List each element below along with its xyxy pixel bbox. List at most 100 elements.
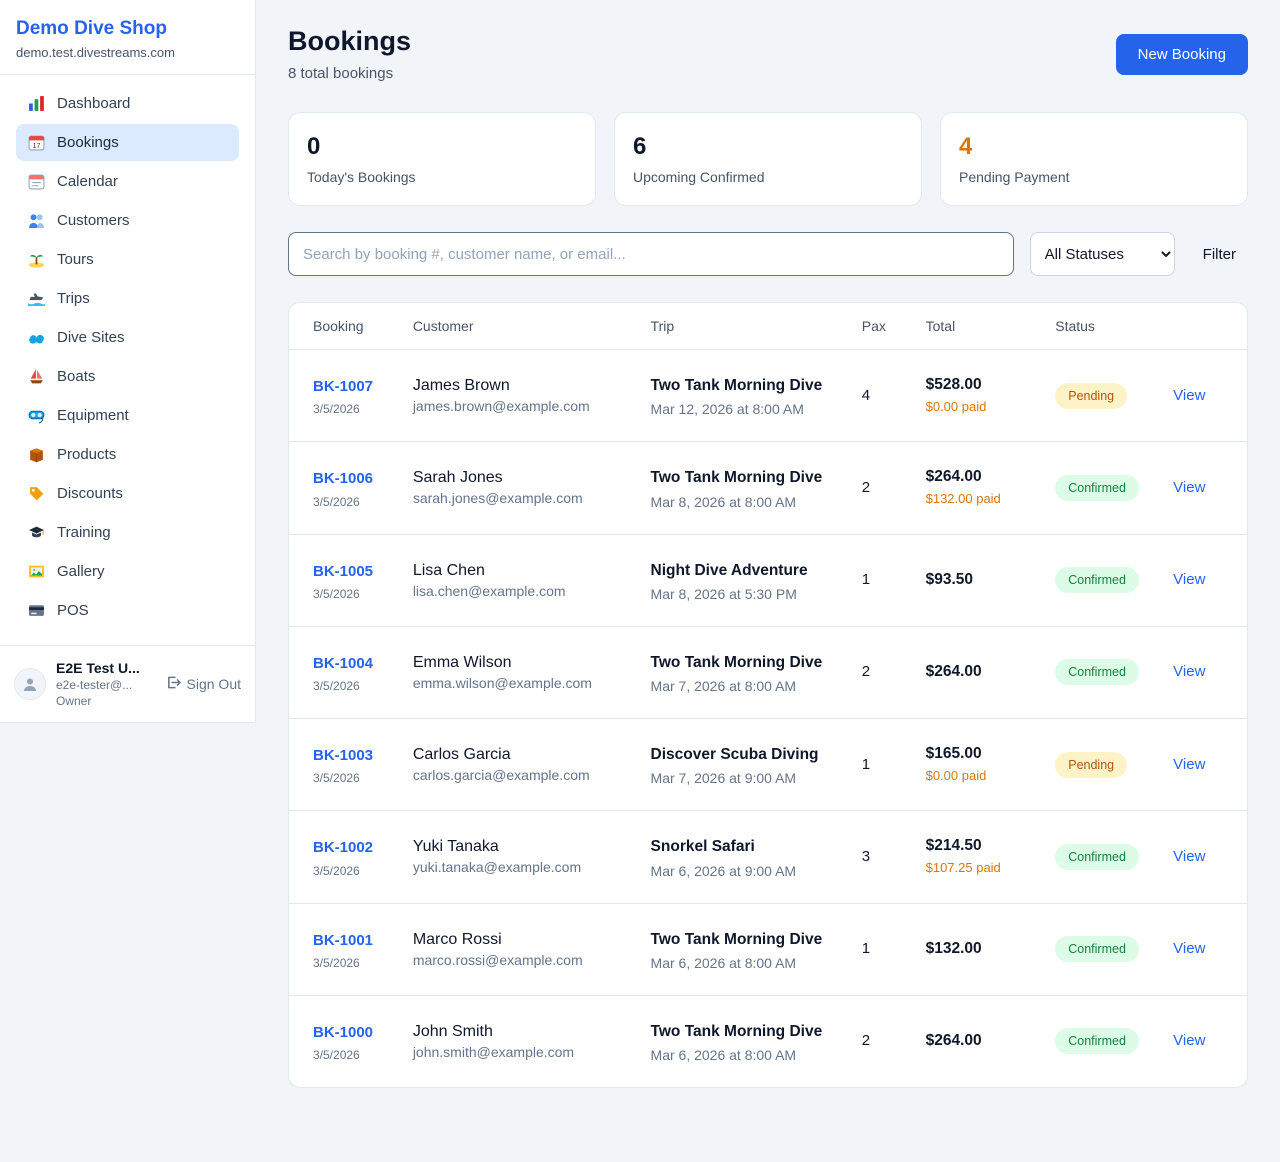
- view-link[interactable]: View: [1173, 940, 1206, 958]
- stat-card: 6 Upcoming Confirmed: [614, 112, 922, 206]
- trip-datetime: Mar 6, 2026 at 8:00 AM: [650, 954, 797, 971]
- trip-datetime: Mar 6, 2026 at 9:00 AM: [650, 862, 797, 879]
- paid-amount: $0.00 paid: [925, 398, 987, 414]
- user-box: E2E Test U... e2e-tester@... Owner Sign …: [0, 645, 255, 722]
- sidebar-item-label: Dive Sites: [57, 329, 125, 346]
- booking-id-link[interactable]: BK-1003: [313, 747, 374, 764]
- sidebar-item-label: Gallery: [57, 563, 105, 580]
- main-content: Bookings 8 total bookings New Booking 0 …: [256, 0, 1280, 1120]
- page-title: Bookings: [288, 26, 412, 56]
- trip-name: Discover Scuba Diving: [650, 746, 819, 763]
- wave-icon: [28, 329, 45, 346]
- sidebar-item-gallery[interactable]: Gallery: [16, 553, 239, 590]
- customer-name: Yuki Tanaka: [412, 838, 499, 856]
- status-badge: Confirmed: [1055, 1028, 1139, 1055]
- credit-card-icon: [28, 602, 45, 619]
- trip-name: Two Tank Morning Dive: [650, 653, 823, 671]
- column-header: Status: [1043, 303, 1162, 350]
- sidebar-item-equipment[interactable]: Equipment: [16, 397, 239, 434]
- booking-id-link[interactable]: BK-1000: [313, 1023, 374, 1041]
- sidebar-item-label: Equipment: [57, 407, 129, 424]
- column-header: [1161, 303, 1247, 350]
- pax-count: 1: [861, 571, 871, 589]
- grad-cap-icon: [28, 524, 45, 541]
- booking-date: 3/5/2026: [313, 771, 360, 786]
- sidebar-item-label: Training: [57, 524, 111, 541]
- view-link[interactable]: View: [1173, 478, 1206, 496]
- sidebar-item-discounts[interactable]: Discounts: [16, 475, 239, 512]
- booking-date: 3/5/2026: [313, 955, 360, 970]
- sidebar-item-calendar[interactable]: Calendar: [16, 163, 239, 200]
- customer-name: Lisa Chen: [412, 561, 485, 579]
- total-amount: $264.00: [925, 467, 982, 485]
- view-link[interactable]: View: [1173, 571, 1206, 589]
- filter-button[interactable]: Filter: [1191, 238, 1248, 271]
- total-amount: $214.50: [925, 836, 982, 854]
- customer-email: john.smith@example.com: [412, 1043, 575, 1060]
- view-link[interactable]: View: [1173, 847, 1206, 865]
- pax-count: 2: [861, 1032, 871, 1050]
- sidebar-nav: Dashboard 17 Bookings Calendar Customers…: [0, 75, 255, 637]
- pax-count: 1: [861, 940, 871, 958]
- total-amount: $528.00: [925, 375, 982, 393]
- pax-count: 1: [861, 755, 871, 773]
- sidebar-item-bookings[interactable]: 17 Bookings: [16, 124, 239, 161]
- booking-id-link[interactable]: BK-1001: [313, 931, 374, 949]
- booking-id-link[interactable]: BK-1006: [313, 470, 374, 488]
- sidebar-item-label: Products: [57, 446, 117, 463]
- stats-row: 0 Today's Bookings 6 Upcoming Confirmed …: [288, 112, 1248, 206]
- brand: Demo Dive Shop demo.test.divestreams.com: [0, 0, 255, 75]
- status-badge: Pending: [1055, 382, 1128, 409]
- sidebar-item-pos[interactable]: POS: [16, 592, 239, 629]
- booking-id-link[interactable]: BK-1002: [313, 839, 374, 857]
- trip-datetime: Mar 7, 2026 at 8:00 AM: [650, 678, 797, 694]
- customer-name: Emma Wilson: [412, 653, 512, 671]
- customer-name: Marco Rossi: [412, 930, 502, 948]
- booking-id-link[interactable]: BK-1007: [313, 378, 374, 395]
- search-input[interactable]: [288, 232, 1014, 276]
- sidebar-item-training[interactable]: Training: [16, 514, 239, 551]
- view-link[interactable]: View: [1173, 386, 1206, 404]
- sidebar-item-dive-sites[interactable]: Dive Sites: [16, 319, 239, 356]
- sidebar-item-trips[interactable]: Trips: [16, 280, 239, 317]
- status-badge: Confirmed: [1055, 659, 1139, 686]
- booking-id-link[interactable]: BK-1004: [313, 654, 374, 672]
- view-link[interactable]: View: [1173, 1032, 1206, 1050]
- palm-island-icon: [28, 251, 45, 268]
- booking-table-row: BK-1005 3/5/2026 Lisa Chen lisa.chen@exa…: [289, 534, 1247, 627]
- status-filter-select[interactable]: All Statuses: [1029, 232, 1175, 276]
- sidebar-item-boats[interactable]: Boats: [16, 358, 239, 395]
- customer-email: carlos.garcia@example.com: [412, 767, 590, 784]
- total-amount: $165.00: [925, 744, 982, 762]
- sidebar-item-label: Trips: [57, 290, 90, 307]
- view-link[interactable]: View: [1173, 663, 1206, 681]
- trip-datetime: Mar 7, 2026 at 9:00 AM: [650, 770, 797, 787]
- sidebar-item-tours[interactable]: Tours: [16, 241, 239, 278]
- booking-date: 3/5/2026: [313, 586, 360, 601]
- view-link[interactable]: View: [1173, 755, 1206, 773]
- stat-card: 4 Pending Payment: [940, 112, 1248, 206]
- sidebar-item-label: Calendar: [57, 173, 118, 190]
- picture-icon: [28, 563, 45, 580]
- pax-count: 2: [861, 478, 871, 496]
- booking-table-row: BK-1001 3/5/2026 Marco Rossi marco.rossi…: [289, 903, 1247, 996]
- brand-name: Demo Dive Shop: [16, 18, 167, 39]
- new-booking-button[interactable]: New Booking: [1115, 34, 1248, 75]
- stat-value: 0: [307, 133, 321, 160]
- bookings-table-card: Booking Customer Trip Pax Total Status BK-100…: [288, 302, 1248, 1088]
- table-head: Booking Customer Trip Pax Total Status: [289, 303, 1247, 350]
- total-amount: $93.50: [925, 571, 974, 589]
- sidebar-item-products[interactable]: Products: [16, 436, 239, 473]
- bar-chart-icon: [28, 95, 45, 112]
- avatar: [14, 668, 46, 700]
- booking-id-link[interactable]: BK-1005: [313, 562, 374, 580]
- sign-out-button[interactable]: Sign Out: [166, 675, 241, 693]
- trip-datetime: Mar 8, 2026 at 8:00 AM: [650, 493, 797, 510]
- pax-count: 2: [861, 663, 871, 681]
- sidebar-item-dashboard[interactable]: Dashboard: [16, 85, 239, 122]
- dive-mask-icon: [28, 407, 45, 424]
- stat-label: Pending Payment: [959, 169, 1070, 185]
- booking-date: 3/5/2026: [313, 863, 360, 878]
- sidebar-item-label: Tours: [57, 251, 94, 268]
- sidebar-item-customers[interactable]: Customers: [16, 202, 239, 239]
